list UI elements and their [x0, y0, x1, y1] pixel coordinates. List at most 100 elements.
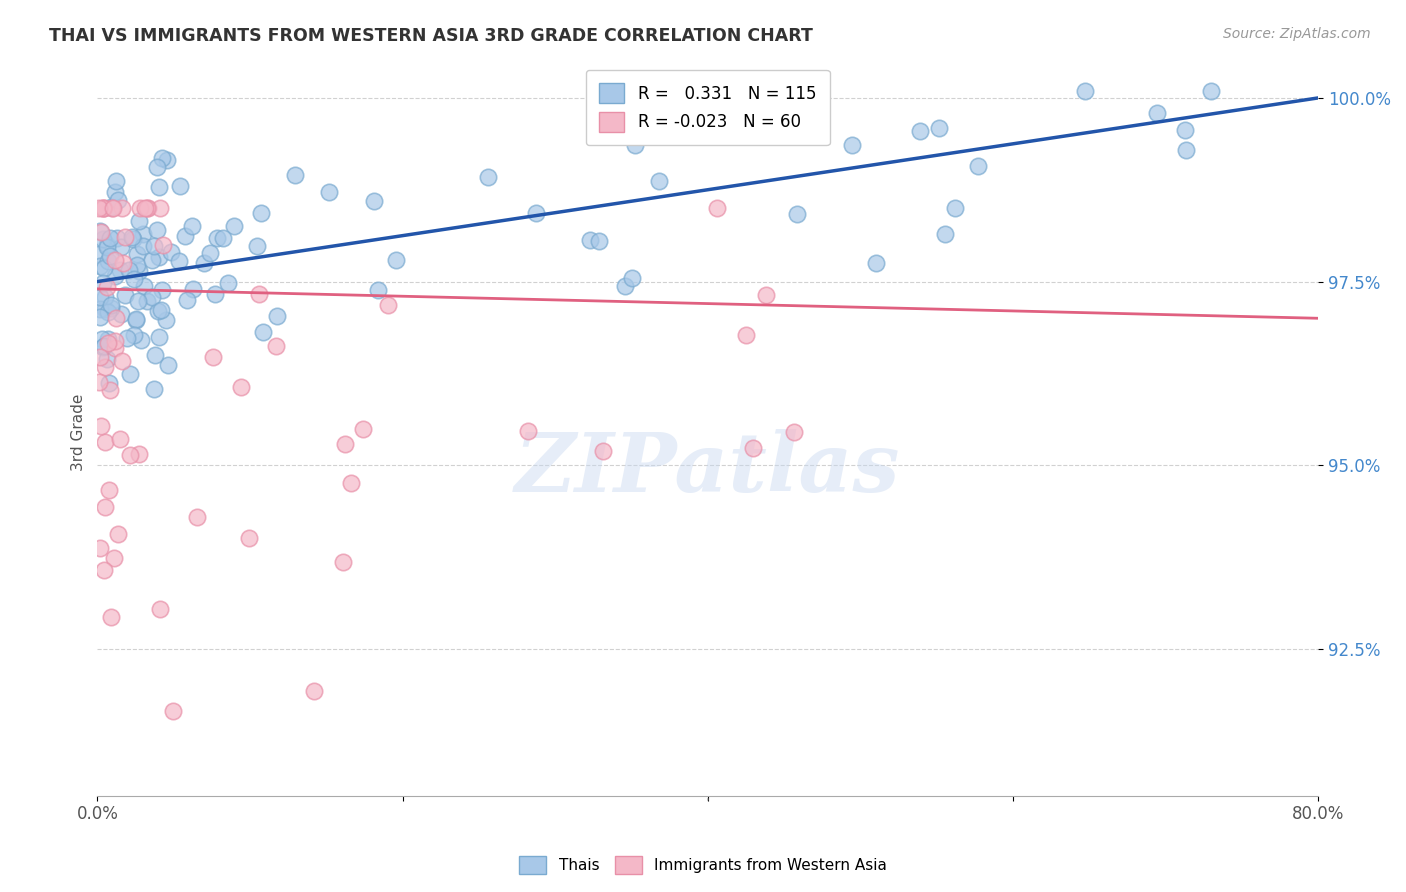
Point — [524, 206, 547, 220]
Point — [150, 284, 173, 298]
Point — [120, 367, 142, 381]
Point — [592, 444, 614, 458]
Point — [89, 351, 111, 365]
Point — [155, 313, 177, 327]
Point — [1174, 122, 1197, 136]
Point — [127, 294, 149, 309]
Point — [101, 201, 124, 215]
Point — [245, 239, 267, 253]
Point — [87, 375, 110, 389]
Text: ZIPatlas: ZIPatlas — [515, 428, 901, 508]
Point — [96, 335, 118, 350]
Point — [160, 245, 183, 260]
Point — [97, 376, 120, 390]
Point — [146, 222, 169, 236]
Point — [125, 247, 148, 261]
Point — [114, 287, 136, 301]
Point — [148, 180, 170, 194]
Point — [89, 302, 111, 317]
Point — [128, 214, 150, 228]
Point — [318, 186, 340, 200]
Point — [908, 124, 931, 138]
Point — [87, 246, 110, 260]
Point — [93, 563, 115, 577]
Point — [89, 224, 111, 238]
Point — [96, 279, 118, 293]
Point — [98, 250, 121, 264]
Point — [786, 207, 808, 221]
Point — [107, 526, 129, 541]
Point — [93, 201, 115, 215]
Point — [517, 424, 540, 438]
Point — [143, 382, 166, 396]
Point — [122, 272, 145, 286]
Point — [115, 331, 138, 345]
Point — [620, 271, 643, 285]
Point — [149, 302, 172, 317]
Point — [94, 435, 117, 450]
Point — [105, 311, 128, 326]
Point — [131, 227, 153, 241]
Point — [112, 256, 135, 270]
Point — [125, 258, 148, 272]
Point — [132, 279, 155, 293]
Point — [367, 283, 389, 297]
Point — [96, 351, 118, 366]
Point — [90, 225, 112, 239]
Point — [110, 307, 132, 321]
Point — [252, 325, 274, 339]
Point — [149, 201, 172, 215]
Point — [105, 174, 128, 188]
Point — [128, 447, 150, 461]
Legend: Thais, Immigrants from Western Asia: Thais, Immigrants from Western Asia — [513, 850, 893, 880]
Point — [135, 294, 157, 309]
Point — [247, 287, 270, 301]
Point — [104, 185, 127, 199]
Point — [588, 234, 610, 248]
Point — [134, 201, 156, 215]
Point — [385, 252, 408, 267]
Point — [94, 302, 117, 317]
Point — [333, 437, 356, 451]
Point — [105, 231, 128, 245]
Point — [238, 531, 260, 545]
Point — [352, 422, 374, 436]
Point — [157, 359, 180, 373]
Point — [156, 153, 179, 168]
Point — [96, 238, 118, 252]
Point — [91, 201, 114, 215]
Point — [104, 334, 127, 349]
Point — [118, 449, 141, 463]
Point — [332, 555, 354, 569]
Point — [125, 313, 148, 327]
Point — [1199, 84, 1222, 98]
Point — [97, 254, 120, 268]
Point — [97, 305, 120, 319]
Point — [934, 227, 956, 242]
Point — [205, 230, 228, 244]
Point — [91, 276, 114, 290]
Point — [201, 350, 224, 364]
Point — [755, 288, 778, 302]
Point — [122, 232, 145, 246]
Point — [648, 173, 671, 187]
Point — [111, 354, 134, 368]
Point — [111, 201, 134, 215]
Point — [578, 233, 600, 247]
Point — [1175, 143, 1198, 157]
Point — [865, 256, 887, 270]
Point — [93, 339, 115, 353]
Point — [89, 290, 111, 304]
Point — [103, 551, 125, 566]
Point — [266, 309, 288, 323]
Point — [114, 229, 136, 244]
Point — [103, 268, 125, 283]
Point — [204, 287, 226, 301]
Point — [363, 194, 385, 209]
Point — [148, 330, 170, 344]
Legend: R =   0.331   N = 115, R = -0.023   N = 60: R = 0.331 N = 115, R = -0.023 N = 60 — [586, 70, 830, 145]
Point — [193, 256, 215, 270]
Point — [91, 332, 114, 346]
Point — [943, 201, 966, 215]
Point — [141, 290, 163, 304]
